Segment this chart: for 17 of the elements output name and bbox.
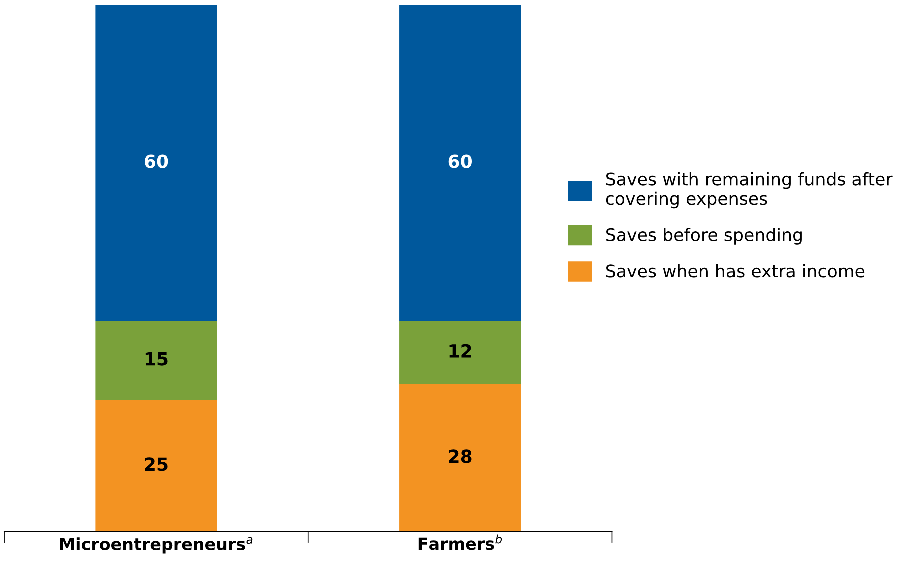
legend-label: Saves when has extra income (606, 264, 865, 278)
legend-label: Saves with remaining funds after covering expenses (606, 172, 893, 209)
data-label: 60 (448, 154, 472, 168)
x-tick-label: Farmers$^{b}$ (418, 534, 502, 550)
bar (400, 5, 522, 322)
data-label: 60 (145, 154, 168, 168)
bar (96, 5, 218, 322)
bar (400, 384, 522, 532)
x-tick-label: Microentrepreneurs$^{a}$ (60, 537, 253, 554)
data-label: 12 (450, 344, 472, 358)
bar (96, 321, 218, 400)
data-label: 25 (145, 458, 168, 472)
data-label: 28 (449, 450, 472, 464)
legend-label: Saves before spending (606, 228, 802, 245)
bar (96, 400, 218, 532)
bar (400, 321, 522, 384)
data-label: 15 (146, 352, 168, 366)
